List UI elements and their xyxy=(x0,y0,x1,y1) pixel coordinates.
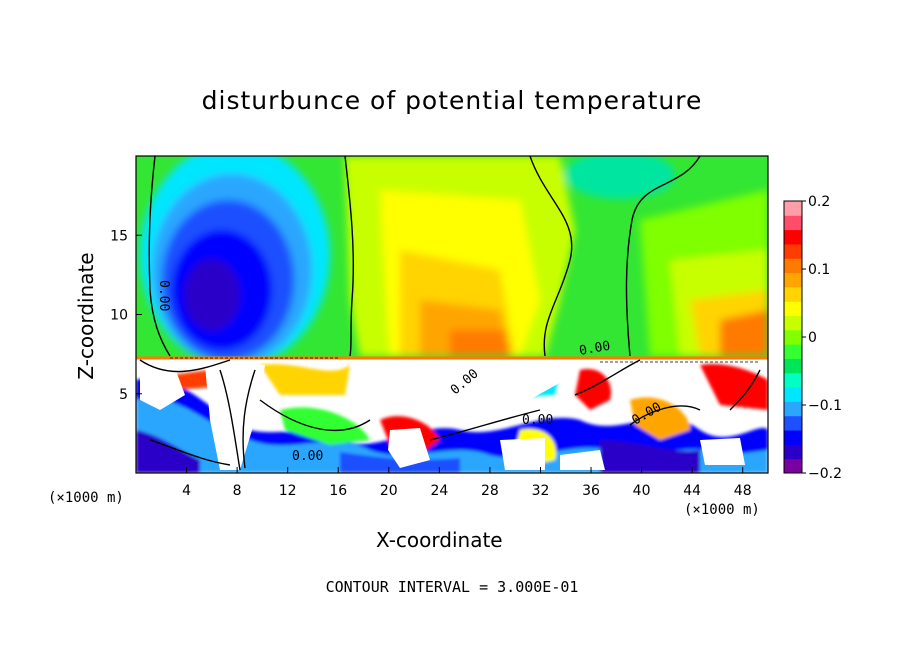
colorbar-swatch xyxy=(784,201,802,216)
y-tick-label: 10 xyxy=(110,308,128,324)
x-tick-label: 16 xyxy=(329,483,347,499)
contour-label: 0.00 xyxy=(578,339,611,359)
colorbar-swatch xyxy=(784,329,802,345)
colorbar-swatch xyxy=(784,444,802,460)
colorbar-swatch xyxy=(784,401,802,417)
colorbar-tick-label: 0.1 xyxy=(808,262,830,278)
colorbar-swatch xyxy=(784,458,802,474)
contour-label: 0.00 xyxy=(156,280,171,311)
chart-title: disturbunce of potential temperature xyxy=(201,86,703,115)
y-tick-label: 15 xyxy=(110,228,128,244)
colorbar-swatch xyxy=(784,430,802,445)
x-tick-label: 28 xyxy=(481,483,499,499)
colorbar-swatch xyxy=(784,258,802,274)
colorbar-swatch xyxy=(784,358,802,374)
contour-label: 0.00 xyxy=(522,413,553,428)
x-tick-label: 12 xyxy=(279,483,297,499)
colorbar-tick-label: 0.2 xyxy=(808,194,830,210)
x-unit-right: (×1000 m) xyxy=(684,502,760,518)
contour-label: 0.00 xyxy=(292,449,323,464)
x-tick-label: 20 xyxy=(380,483,398,499)
x-tick-label: 8 xyxy=(233,483,242,499)
contour-interval: CONTOUR INTERVAL = 3.000E-01 xyxy=(325,578,579,596)
colorbar xyxy=(783,200,803,474)
colorbar-swatch xyxy=(784,215,802,231)
colorbar-tick-label: −0.1 xyxy=(808,398,842,414)
x-tick-label: 24 xyxy=(430,483,448,499)
colorbar-swatch xyxy=(784,272,802,288)
x-axis-label: X-coordinate xyxy=(376,528,503,552)
x-tick-label: 44 xyxy=(683,483,701,499)
colorbar-swatch xyxy=(784,315,802,331)
colorbar-tick-label: −0.2 xyxy=(808,466,842,482)
colorbar-swatch xyxy=(784,387,802,402)
x-tick-label: 40 xyxy=(633,483,651,499)
x-tick-label: 36 xyxy=(582,483,600,499)
colorbar-swatch xyxy=(784,372,802,388)
colorbar-swatch xyxy=(784,286,802,302)
colorbar-swatch xyxy=(784,415,802,431)
x-unit-left: (×1000 m) xyxy=(48,490,124,506)
colorbar-swatch xyxy=(784,301,802,317)
y-axis-label: Z-coordinate xyxy=(74,252,98,380)
x-tick-label: 32 xyxy=(532,483,550,499)
colorbar-swatch xyxy=(784,229,802,245)
heatmap-field xyxy=(136,156,768,473)
colorbar-tick-label: 0 xyxy=(808,330,817,346)
x-tick-label: 48 xyxy=(734,483,752,499)
colorbar-swatch xyxy=(784,243,802,259)
x-tick-label: 4 xyxy=(182,483,191,499)
colorbar-swatch xyxy=(784,344,802,359)
y-tick-label: 5 xyxy=(119,387,128,403)
